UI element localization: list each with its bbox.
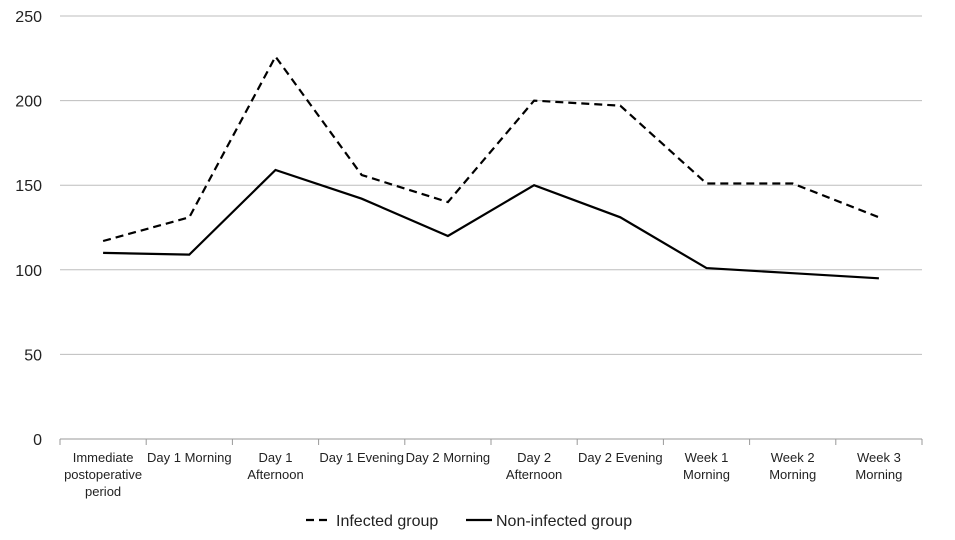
y-tick-label: 250 bbox=[15, 9, 42, 26]
x-axis bbox=[59, 439, 923, 445]
x-category-label: Week 2 Morning bbox=[769, 450, 816, 482]
y-axis-tick-labels: 0 50 100 150 200 250 bbox=[15, 9, 42, 449]
x-category-label: Day 1 Afternoon bbox=[247, 450, 303, 482]
x-category-label: Week 3 Morning bbox=[855, 450, 902, 482]
y-tick-label: 0 bbox=[33, 432, 42, 449]
x-category-label: Day 2 Morning bbox=[406, 450, 491, 465]
y-tick-label: 50 bbox=[24, 347, 42, 364]
x-category-label: Day 2 Afternoon bbox=[506, 450, 562, 482]
gridlines bbox=[60, 15, 922, 440]
series-line-non-infected bbox=[103, 168, 879, 280]
series-line-infected bbox=[102, 54, 880, 243]
x-category-label: Day 2 Evening bbox=[578, 450, 663, 465]
y-tick-label: 150 bbox=[15, 178, 42, 195]
series-lines bbox=[102, 54, 880, 280]
x-category-label: Immediate postoperative period bbox=[64, 450, 142, 499]
y-tick-label: 200 bbox=[15, 94, 42, 111]
legend-label: Non-infected group bbox=[496, 513, 632, 530]
legend-label: Infected group bbox=[336, 513, 438, 530]
x-axis-category-labels: Immediate postoperative period Day 1 Mornin… bbox=[64, 450, 902, 499]
x-category-label: Week 1 Morning bbox=[683, 450, 730, 482]
legend: Infected group Non-infected group bbox=[306, 513, 632, 530]
y-tick-label: 100 bbox=[15, 263, 42, 280]
x-category-label: Day 1 Morning bbox=[147, 450, 232, 465]
x-category-label: Day 1 Evening bbox=[319, 450, 404, 465]
